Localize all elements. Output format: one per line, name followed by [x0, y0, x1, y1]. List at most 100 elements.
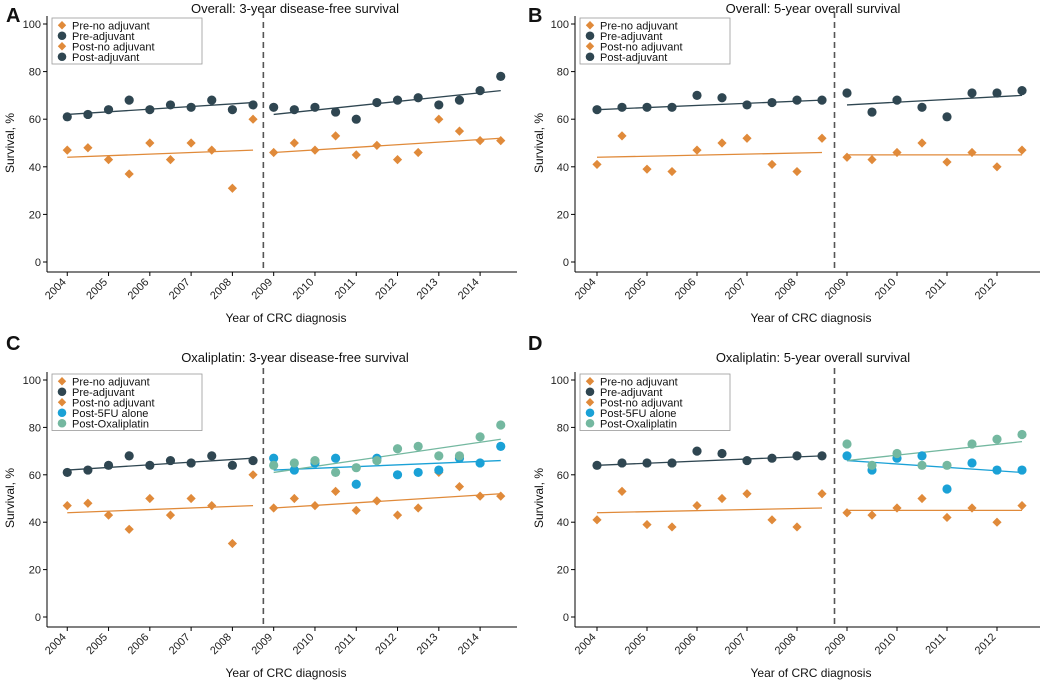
data-point-circle	[967, 458, 977, 468]
data-point-diamond	[592, 159, 602, 170]
x-tick-label: 2008	[773, 631, 799, 657]
x-axis-title: Year of CRC diagnosis	[226, 666, 347, 680]
data-point-circle	[717, 448, 727, 459]
data-point-diamond	[792, 166, 802, 177]
trend-line	[846, 94, 1023, 106]
data-point-circle	[434, 465, 444, 475]
data-point-circle	[62, 112, 72, 122]
y-tick-label: 0	[563, 612, 569, 624]
data-point-circle	[817, 451, 827, 461]
data-point-diamond	[817, 133, 827, 143]
trend-line	[273, 438, 501, 474]
trend-line	[273, 459, 501, 471]
x-tick-label: 2006	[673, 631, 699, 657]
legend-label: Pre-adjuvant	[72, 31, 134, 43]
legend-marker	[585, 42, 595, 51]
data-point-diamond	[62, 501, 72, 511]
y-tick-label: 20	[557, 209, 569, 221]
data-point-circle	[413, 93, 423, 103]
plot-area: 0 20 40 60 80 100 2004 2005 2006 2007 2008 2009 2010…	[551, 368, 1040, 657]
data-point-circle	[792, 95, 802, 105]
data-point-circle	[289, 458, 299, 468]
legend-label: Post-Oxaliplatin	[600, 418, 677, 430]
chart-title: Overall: 5-year overall survival	[726, 1, 901, 16]
data-point-circle	[413, 441, 423, 451]
legend-marker	[585, 377, 595, 386]
data-point-diamond	[269, 503, 279, 513]
data-point-diamond	[817, 489, 827, 499]
data-point-diamond	[692, 145, 702, 155]
legend-marker	[585, 398, 595, 407]
data-point-circle	[289, 105, 299, 115]
x-tick-label: 2006	[673, 276, 699, 302]
y-tick-label: 100	[551, 375, 569, 387]
x-tick-label: 2009	[249, 276, 275, 302]
data-point-circle	[867, 460, 877, 470]
y-axis-title: Survival, %	[532, 113, 546, 173]
data-point-diamond	[103, 155, 114, 165]
data-point-circle	[917, 451, 927, 461]
data-point-diamond	[392, 510, 403, 520]
data-point-circle	[892, 448, 902, 459]
y-tick-label: 60	[29, 114, 41, 126]
data-point-circle	[269, 460, 279, 470]
data-point-circle	[392, 470, 403, 480]
data-point-diamond	[83, 143, 93, 153]
data-point-circle	[692, 446, 702, 456]
legend-marker	[57, 418, 67, 428]
data-point-circle	[248, 100, 258, 110]
data-point-diamond	[413, 147, 423, 158]
data-point-circle	[331, 467, 341, 478]
legend-label: Post-no adjuvant	[72, 397, 155, 409]
data-point-diamond	[289, 493, 299, 504]
data-point-diamond	[667, 166, 677, 177]
data-point-circle	[496, 71, 506, 81]
legend-label: Post-no adjuvant	[600, 41, 683, 53]
data-point-circle	[842, 451, 852, 461]
data-point-circle	[227, 105, 237, 115]
data-point-circle	[434, 100, 444, 110]
x-tick-label: 2012	[973, 631, 999, 657]
data-point-circle	[289, 465, 299, 475]
data-point-circle	[642, 102, 652, 112]
y-tick-label: 100	[551, 19, 569, 31]
data-point-circle	[269, 102, 279, 112]
y-tick-label: 100	[23, 19, 41, 31]
trend-line	[67, 149, 254, 158]
trend-line	[273, 89, 501, 116]
data-point-diamond	[642, 164, 652, 174]
data-point-circle	[124, 95, 134, 105]
data-point-circle	[124, 451, 134, 461]
trend-line	[846, 440, 1023, 462]
data-point-diamond	[917, 138, 927, 148]
panel-d: D Oxaliplatin: 5-year overall survival Y…	[528, 333, 1040, 680]
data-point-circle	[892, 95, 902, 105]
data-point-diamond	[767, 515, 777, 525]
x-tick-label: 2010	[291, 276, 317, 302]
x-tick-label: 2007	[167, 631, 193, 657]
x-tick-label: 2008	[208, 276, 234, 302]
data-point-diamond	[186, 493, 196, 504]
y-tick-label: 40	[29, 517, 41, 529]
trend-line	[273, 493, 501, 509]
data-point-diamond	[207, 145, 217, 155]
x-tick-label: 2010	[873, 631, 899, 657]
data-point-diamond	[454, 126, 465, 136]
y-tick-label: 0	[35, 612, 41, 624]
legend-label: Post-5FU alone	[72, 408, 148, 420]
legend-label: Post-5FU alone	[600, 408, 676, 420]
data-point-circle	[351, 479, 361, 489]
data-point-circle	[692, 90, 702, 100]
x-tick-label: 2004	[573, 631, 599, 657]
data-point-diamond	[351, 150, 361, 160]
data-point-circle	[454, 95, 465, 105]
data-point-diamond	[842, 508, 852, 518]
x-tick-label: 2010	[873, 276, 899, 302]
data-point-diamond	[145, 493, 155, 504]
plot-area: 0 20 40 60 80 100 2004 2005 2006 2007 2008 2009 2010…	[23, 12, 517, 302]
trend-line	[596, 507, 823, 514]
data-point-diamond	[617, 131, 627, 141]
panel-letter: B	[528, 5, 542, 27]
data-point-circle	[667, 102, 677, 112]
